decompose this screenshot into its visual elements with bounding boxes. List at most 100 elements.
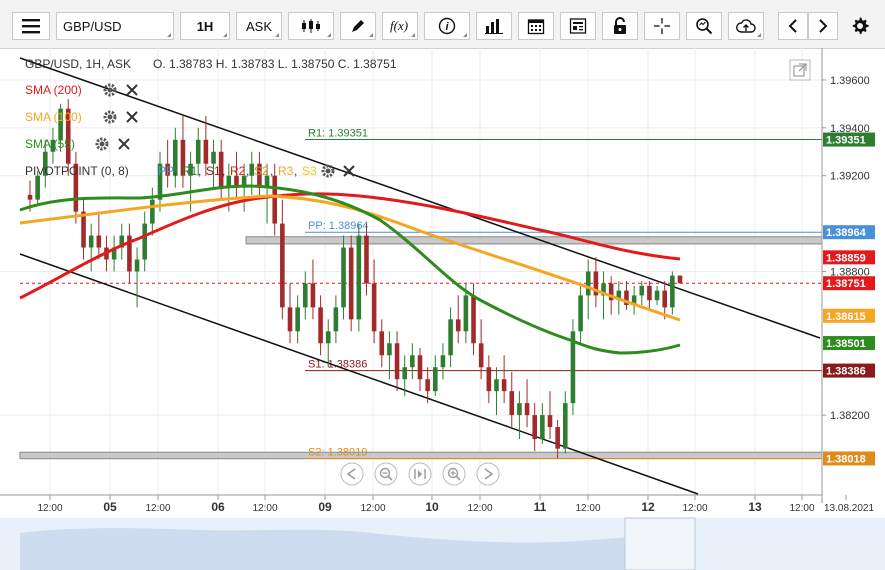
indicator-settings-gear-icon[interactable] — [95, 137, 109, 151]
price-type-value: ASK — [245, 18, 272, 34]
pivot-settings-gear-icon[interactable] — [321, 164, 335, 178]
scroll-forward-icon[interactable] — [476, 462, 500, 486]
channel-lower-line[interactable] — [19, 253, 699, 495]
symbol-select[interactable]: GBP/USD — [56, 12, 174, 40]
settings-button[interactable] — [844, 12, 876, 40]
candle — [440, 343, 446, 380]
candle — [73, 151, 79, 224]
candle — [195, 127, 201, 176]
pivot-price-tag — [823, 132, 875, 147]
menu-icon — [22, 19, 40, 34]
indicators-button[interactable]: f(x) — [382, 12, 418, 40]
zoom-out-icon[interactable] — [374, 462, 398, 486]
candle — [387, 331, 392, 380]
indicator-settings-gear-icon[interactable] — [103, 110, 117, 124]
pivot-price-tag-text: 1.38964 — [826, 227, 867, 239]
candle — [173, 127, 178, 188]
candle — [303, 271, 308, 320]
indicator-close-icon[interactable] — [118, 138, 130, 150]
pivot-price-tag — [823, 451, 875, 466]
candle — [448, 307, 453, 368]
candle — [379, 319, 385, 368]
calendar-button[interactable] — [518, 12, 554, 40]
candle — [647, 281, 652, 310]
timeframe-value: 1H — [196, 18, 214, 34]
expand-button[interactable] — [789, 59, 811, 81]
candle — [142, 211, 147, 272]
x-tick-label: 12:00 — [467, 503, 492, 514]
pivot-label: PP: 1.38964 — [308, 220, 369, 232]
volume-button[interactable] — [476, 12, 512, 40]
candle — [524, 379, 530, 428]
candle — [264, 163, 270, 224]
pivot-close-icon[interactable] — [343, 165, 355, 177]
x-tick-label: 05 — [103, 500, 117, 514]
candle — [58, 103, 63, 152]
pivot-label: S2: 1.38019 — [308, 446, 367, 458]
candle — [417, 348, 423, 392]
cloud-upload-icon — [736, 19, 756, 33]
price-tag-text: 1.38615 — [826, 311, 866, 323]
crosshair-button[interactable] — [644, 12, 680, 40]
navigator-window[interactable] — [624, 517, 696, 570]
drawing-tools-button[interactable] — [340, 12, 376, 40]
upload-button[interactable] — [728, 12, 764, 40]
legend-indicator-label[interactable]: SMA (100) — [25, 110, 82, 124]
svg-text:,: , — [294, 164, 297, 178]
sr-zones — [19, 236, 823, 460]
indicator-close-icon[interactable] — [126, 84, 138, 96]
pencil-icon — [352, 20, 364, 32]
candle — [662, 281, 667, 320]
price-tag-text: 1.38859 — [826, 252, 866, 264]
menu-button[interactable] — [12, 12, 50, 40]
chart-type-button[interactable] — [288, 12, 334, 40]
legend-indicator-label[interactable]: SMA (200) — [25, 83, 82, 97]
sma-100-line — [19, 194, 681, 322]
indicator-settings-gear-icon[interactable] — [103, 83, 117, 97]
trend-channel[interactable] — [19, 57, 821, 495]
candle — [402, 355, 407, 396]
candle — [501, 355, 507, 404]
lock-button[interactable] — [602, 12, 638, 40]
candle — [547, 391, 553, 440]
y-tick-label: 1.39400 — [830, 123, 870, 135]
gear-icon — [852, 17, 869, 34]
scroll-right-button[interactable] — [808, 12, 838, 40]
svg-text:,: , — [198, 164, 201, 178]
candle — [50, 127, 56, 164]
zoom-controls — [340, 462, 500, 486]
candle — [494, 367, 499, 416]
scroll-back-icon[interactable] — [340, 462, 364, 486]
zoom-reset-icon[interactable] — [408, 462, 432, 486]
chart-area[interactable]: R1: 1.39351 1.39351 PP: 1.38964 1.38964 S1: … — [0, 48, 885, 570]
pivot-label: S1: 1.38386 — [308, 359, 367, 371]
candle — [111, 235, 117, 272]
candle — [670, 271, 675, 315]
price-type-select[interactable]: ASK — [236, 12, 282, 40]
info-button[interactable]: i — [424, 12, 470, 40]
y-axis: 1.39600 1.39400 1.39200 1.38800 1.38200 — [821, 48, 870, 503]
legend-pivot-part: PP — [158, 164, 174, 178]
x-tick-label: 13 — [748, 500, 762, 514]
zoom-button[interactable] — [686, 12, 722, 40]
candle — [585, 259, 591, 320]
candle — [578, 283, 583, 344]
legend-indicator-label[interactable]: SMA (55) — [25, 137, 75, 151]
expand-icon — [793, 63, 807, 77]
x-axis: 12:00 05 12:00 06 12:00 09 12:00 10 12:00 11 12:00… — [0, 494, 874, 514]
support-resistance-zone[interactable] — [19, 451, 823, 460]
chevron-left-icon — [788, 19, 797, 33]
indicator-close-icon[interactable] — [126, 111, 138, 123]
price-tag-text: 1.38751 — [826, 278, 866, 290]
news-button[interactable] — [560, 12, 596, 40]
channel-upper-line[interactable] — [19, 57, 821, 339]
calendar-icon — [527, 19, 545, 35]
candle — [486, 355, 492, 404]
timeframe-select[interactable]: 1H — [180, 12, 230, 40]
scroll-left-button[interactable] — [778, 12, 808, 40]
candle — [433, 355, 438, 396]
zoom-in-icon[interactable] — [442, 462, 466, 486]
candle — [157, 151, 163, 212]
legend-pivot-label[interactable]: PIVOTPOINT (0, 8) — [25, 164, 129, 178]
candle — [348, 235, 354, 332]
